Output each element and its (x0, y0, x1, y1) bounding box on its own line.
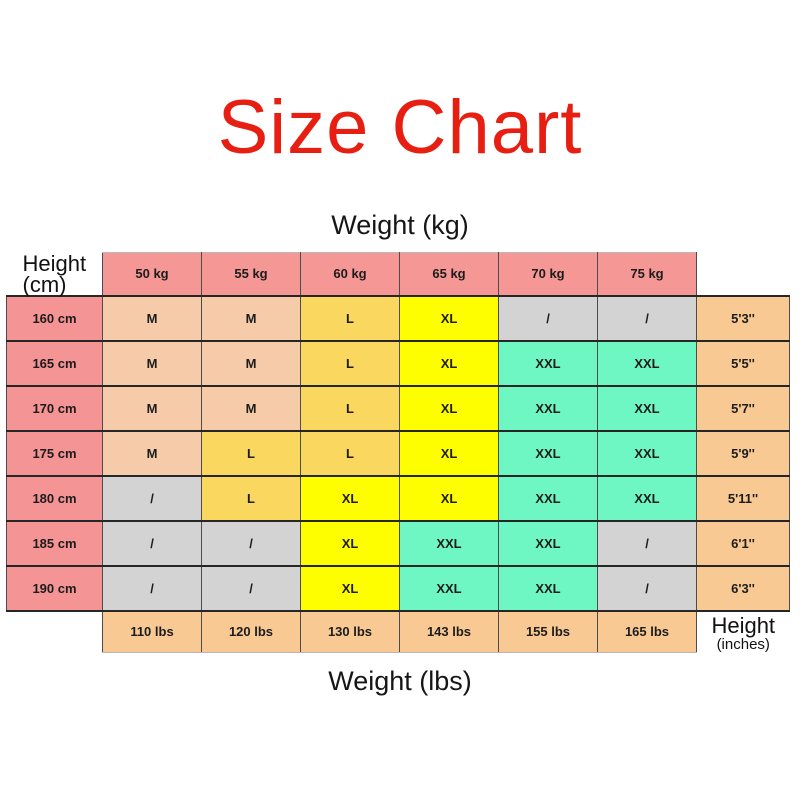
height-cell: 180 cm (6, 474, 103, 522)
table-row-175: 175 cm M L L XL XXL XXL 5'9'' (6, 429, 790, 477)
footer-left-spacer (6, 610, 103, 653)
size-cell: XXL (498, 384, 598, 432)
height-cm-label-line1: Height (22, 250, 87, 276)
size-cell: / (102, 564, 202, 612)
size-cell: XL (399, 294, 499, 342)
size-cell: L (300, 294, 400, 342)
size-cell: L (300, 429, 400, 477)
height-cell: 175 cm (6, 429, 103, 477)
size-cell: L (300, 339, 400, 387)
size-cell: XXL (597, 384, 697, 432)
header-right-spacer (696, 252, 790, 296)
size-cell: / (201, 564, 301, 612)
height-cell: 185 cm (6, 519, 103, 567)
size-cell: XL (300, 564, 400, 612)
weight-kg-header-75: 75 kg (597, 252, 697, 297)
size-cell: XXL (399, 564, 499, 612)
size-cell: XL (399, 339, 499, 387)
size-cell: L (201, 429, 301, 477)
size-cell: M (102, 339, 202, 387)
table-row-165: 165 cm M M L XL XXL XXL 5'5'' (6, 339, 790, 387)
size-cell: XXL (399, 519, 499, 567)
size-cell: M (201, 294, 301, 342)
weight-lbs-footer-143: 143 lbs (399, 609, 499, 653)
size-cell: XL (300, 519, 400, 567)
weight-lbs-footer-165: 165 lbs (597, 609, 697, 653)
size-cell: / (597, 294, 697, 342)
height-inches-label-line1: Height (711, 612, 776, 638)
size-cell: M (102, 429, 202, 477)
footer-row: 110 lbs 120 lbs 130 lbs 143 lbs 155 lbs … (6, 609, 790, 653)
size-cell: XXL (597, 474, 697, 522)
height-inches-cell: 5'11'' (696, 474, 790, 522)
size-cell: / (102, 474, 202, 522)
header-row: Height (cm) 50 kg 55 kg 60 kg 65 kg 70 k… (6, 250, 790, 297)
size-cell: XXL (498, 429, 598, 477)
table-row-185: 185 cm / / XL XXL XXL / 6'1'' (6, 519, 790, 567)
size-cell: M (102, 384, 202, 432)
height-cm-corner-label: Height (cm) (6, 250, 103, 297)
table-row-180: 180 cm / L XL XL XXL XXL 5'11'' (6, 474, 790, 522)
size-cell: / (597, 564, 697, 612)
height-inches-corner-label: Height (inches) (696, 610, 790, 653)
height-cell: 165 cm (6, 339, 103, 387)
size-cell: XL (399, 429, 499, 477)
size-cell: XXL (597, 429, 697, 477)
height-cell: 190 cm (6, 564, 103, 612)
weight-kg-header-70: 70 kg (498, 252, 598, 297)
size-cell: M (201, 339, 301, 387)
height-inches-cell: 6'3'' (696, 564, 790, 612)
size-cell: XXL (498, 519, 598, 567)
weight-kg-header-65: 65 kg (399, 252, 499, 297)
weight-lbs-axis-label: Weight (lbs) (328, 666, 472, 696)
size-chart-table: Height (cm) 50 kg 55 kg 60 kg 65 kg 70 k… (6, 252, 790, 653)
weight-lbs-footer-120: 120 lbs (201, 609, 301, 653)
table-row-170: 170 cm M M L XL XXL XXL 5'7'' (6, 384, 790, 432)
weight-lbs-footer-110: 110 lbs (102, 609, 202, 653)
size-cell: / (498, 294, 598, 342)
page-title: Size Chart (217, 85, 583, 170)
table-row-160: 160 cm M M L XL / / 5'3'' (6, 294, 790, 342)
size-cell: / (102, 519, 202, 567)
height-inches-label-line2: (inches) (716, 635, 770, 653)
size-cell: XL (300, 474, 400, 522)
size-cell: XXL (498, 339, 598, 387)
size-cell: XXL (597, 339, 697, 387)
weight-lbs-footer-130: 130 lbs (300, 609, 400, 653)
size-cell: / (201, 519, 301, 567)
height-inches-cell: 5'9'' (696, 429, 790, 477)
size-cell: XXL (498, 564, 598, 612)
size-cell: L (300, 384, 400, 432)
height-cell: 170 cm (6, 384, 103, 432)
height-inches-cell: 5'7'' (696, 384, 790, 432)
size-cell: XL (399, 384, 499, 432)
size-cell: / (597, 519, 697, 567)
weight-kg-header-55: 55 kg (201, 252, 301, 297)
height-inches-cell: 5'5'' (696, 339, 790, 387)
size-cell: M (102, 294, 202, 342)
size-cell: XL (399, 474, 499, 522)
weight-lbs-footer-155: 155 lbs (498, 609, 598, 653)
table-row-190: 190 cm / / XL XXL XXL / 6'3'' (6, 564, 790, 612)
height-inches-cell: 5'3'' (696, 294, 790, 342)
height-cell: 160 cm (6, 294, 103, 342)
size-cell: XXL (498, 474, 598, 522)
height-cm-label-line2: (cm) (22, 271, 67, 297)
weight-kg-axis-label: Weight (kg) (331, 210, 469, 240)
size-cell: L (201, 474, 301, 522)
weight-kg-header-60: 60 kg (300, 252, 400, 297)
weight-kg-header-50: 50 kg (102, 252, 202, 297)
height-inches-cell: 6'1'' (696, 519, 790, 567)
size-cell: M (201, 384, 301, 432)
